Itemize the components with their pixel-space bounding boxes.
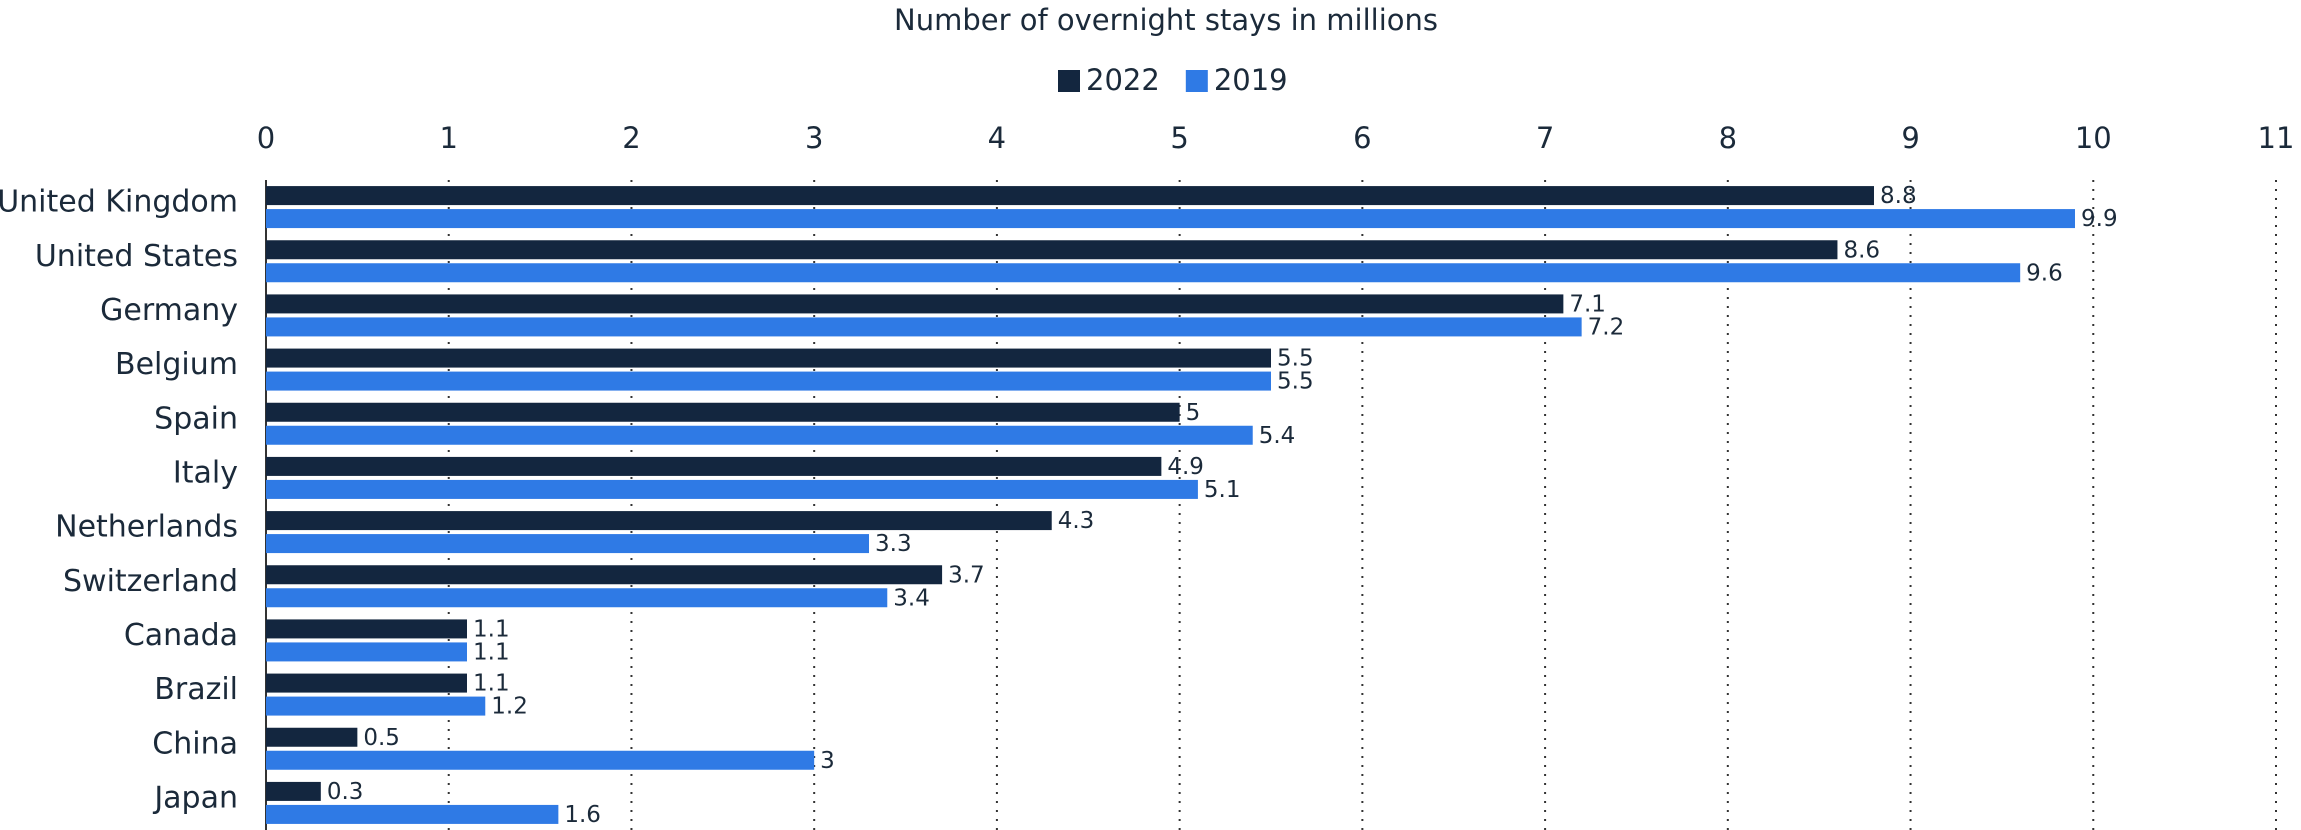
data-label: 9.6 <box>2026 260 2063 286</box>
bar <box>266 750 815 770</box>
data-label: 5.1 <box>1204 477 1241 503</box>
y-tick-label: China <box>152 726 238 761</box>
bar <box>266 673 467 693</box>
bar <box>266 479 1198 499</box>
data-label: 9.9 <box>2081 206 2118 232</box>
data-label: 5 <box>1186 400 1201 426</box>
x-tick-label: 11 <box>2258 121 2295 155</box>
bar <box>266 186 1874 206</box>
data-label: 4.9 <box>1167 454 1204 480</box>
bar <box>266 565 943 585</box>
data-label: 3.3 <box>875 531 912 557</box>
data-label: 1.1 <box>473 616 510 642</box>
bar <box>266 804 559 824</box>
legend-label: 2022 <box>1086 63 1160 97</box>
y-tick-label: United States <box>35 239 238 274</box>
bar <box>266 294 1564 314</box>
bar <box>266 619 467 639</box>
x-tick-label: 7 <box>1536 121 1554 155</box>
data-label: 4.3 <box>1058 508 1095 534</box>
y-tick-label: Japan <box>152 780 238 815</box>
data-label: 1.2 <box>491 694 528 720</box>
data-label: 1.6 <box>564 802 601 828</box>
bar <box>266 642 467 662</box>
data-label: 5.4 <box>1259 423 1296 449</box>
bar <box>266 209 2075 229</box>
x-tick-label: 0 <box>257 121 275 155</box>
bar <box>266 317 1582 337</box>
y-tick-label: Germany <box>100 293 238 328</box>
data-label: 3 <box>820 748 835 774</box>
legend-label: 2019 <box>1214 63 1288 97</box>
data-label: 3.7 <box>948 562 985 588</box>
bar <box>266 371 1271 391</box>
y-tick-label: Italy <box>173 455 238 490</box>
data-label: 7.1 <box>1569 291 1606 317</box>
bar <box>266 727 358 747</box>
bar <box>266 402 1180 422</box>
data-label: 8.8 <box>1880 183 1917 209</box>
bar <box>266 263 2021 283</box>
chart-title: Number of overnight stays in millions <box>894 3 1438 37</box>
bar <box>266 696 486 716</box>
y-tick-label: Brazil <box>154 672 238 707</box>
bar <box>266 588 888 608</box>
y-tick-label: Switzerland <box>63 564 238 599</box>
x-tick-label: 10 <box>2075 121 2112 155</box>
bar <box>266 511 1052 531</box>
bar <box>266 781 321 801</box>
data-label: 0.5 <box>363 725 400 751</box>
data-label: 8.6 <box>1843 237 1880 263</box>
bar <box>266 534 869 554</box>
data-label: 1.1 <box>473 639 510 665</box>
data-label: 7.2 <box>1588 314 1625 340</box>
data-label: 3.4 <box>893 585 930 611</box>
x-tick-label: 4 <box>988 121 1006 155</box>
x-tick-label: 2 <box>622 121 640 155</box>
bar <box>266 348 1271 368</box>
x-tick-label: 6 <box>1353 121 1371 155</box>
bar <box>266 425 1253 445</box>
x-tick-label: 3 <box>805 121 823 155</box>
y-tick-label: Belgium <box>115 347 238 382</box>
legend-swatch <box>1185 70 1208 92</box>
x-tick-label: 9 <box>1901 121 1919 155</box>
data-label: 1.1 <box>473 671 510 697</box>
bar <box>266 456 1162 476</box>
bar <box>266 240 1838 260</box>
y-tick-label: Spain <box>154 401 238 436</box>
x-tick-label: 8 <box>1719 121 1737 155</box>
y-tick-label: Canada <box>124 618 238 653</box>
x-tick-label: 1 <box>440 121 458 155</box>
data-label: 0.3 <box>327 779 364 805</box>
y-tick-label: United Kingdom <box>0 185 238 220</box>
data-label: 5.5 <box>1277 369 1314 395</box>
y-tick-label: Netherlands <box>55 510 238 545</box>
legend-swatch <box>1058 70 1080 92</box>
x-tick-label: 5 <box>1170 121 1188 155</box>
data-label: 5.5 <box>1277 346 1314 372</box>
